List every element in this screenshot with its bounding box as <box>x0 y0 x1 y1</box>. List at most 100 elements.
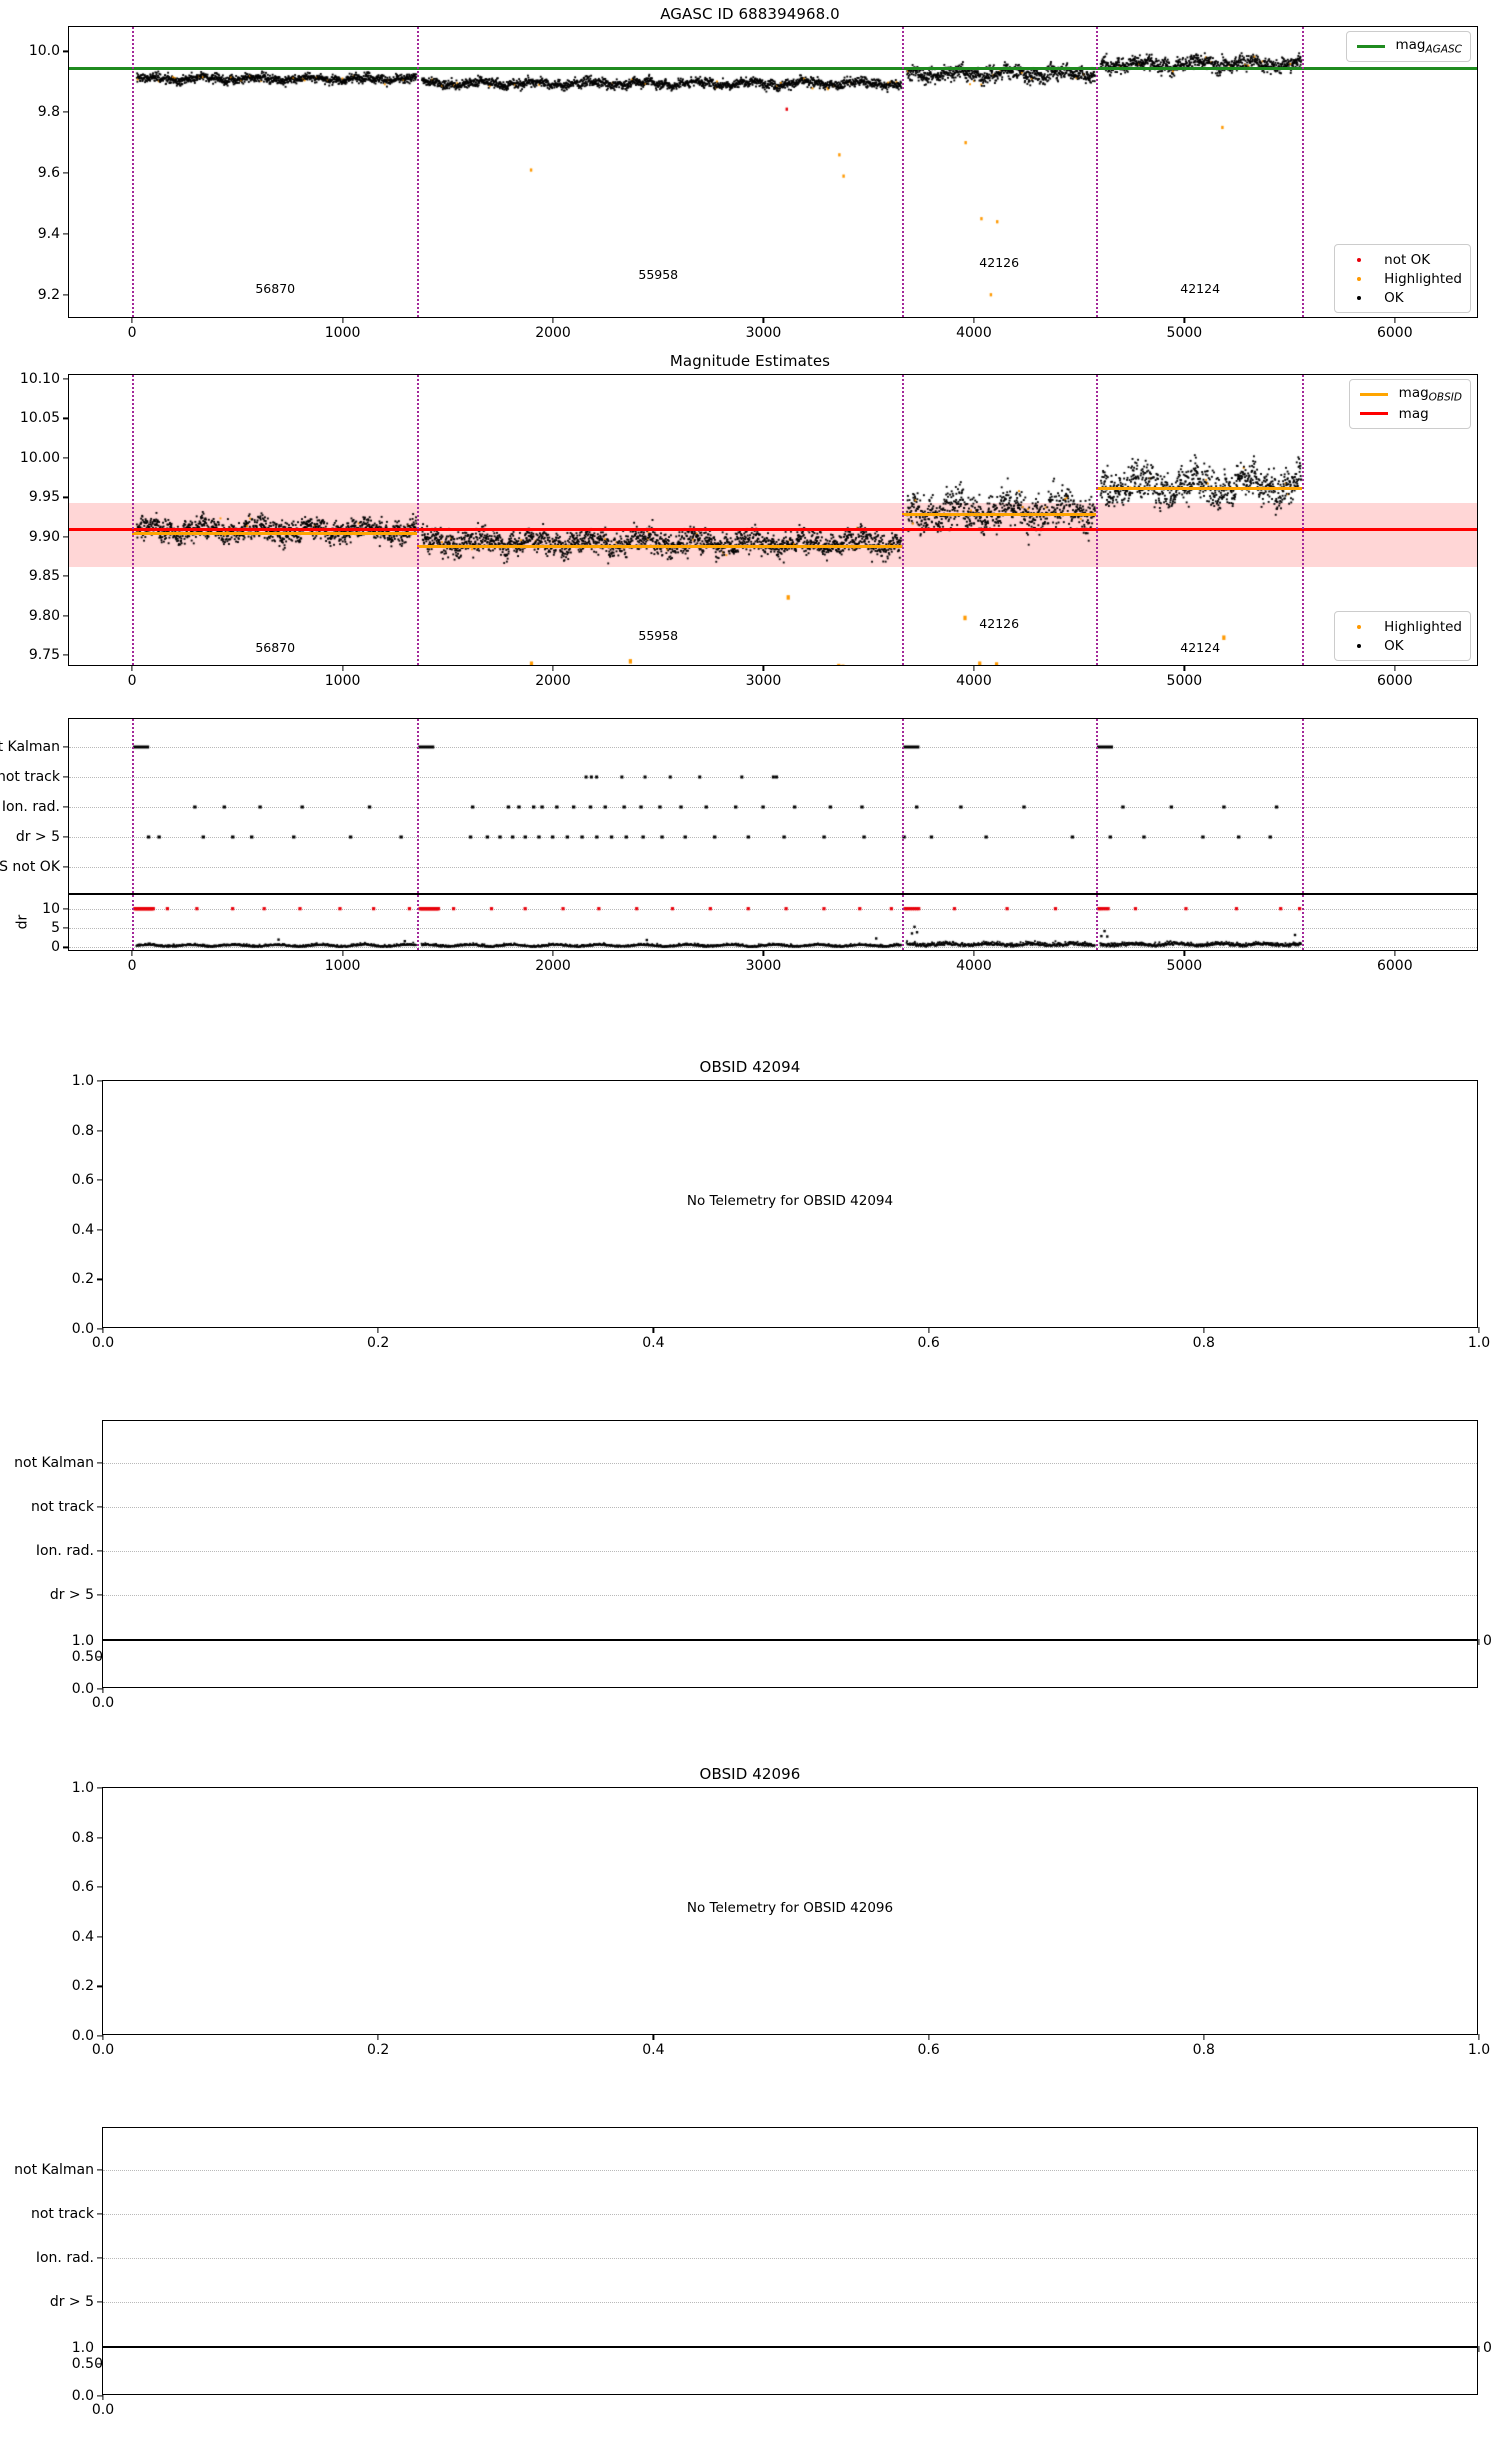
dr-axis-label: dr <box>14 914 31 930</box>
y-tick-mark <box>97 2301 103 2303</box>
y-tick-mark <box>97 1656 103 1658</box>
dr-y-tick-label: 5 <box>51 919 60 936</box>
x-tick-mark <box>341 665 344 671</box>
flag-gridline <box>103 1463 1477 1465</box>
magnitude-scatter-points <box>69 27 1477 317</box>
flag-label-not-kalman: not Kalman <box>14 1455 94 1471</box>
y-tick-label: 9.95 <box>28 489 60 506</box>
x-tick-mark <box>762 950 765 956</box>
y-tick-mark <box>63 111 69 113</box>
y-tick-mark <box>97 1328 103 1330</box>
x-tick-label: 3000 <box>745 673 782 689</box>
obsid-annotation: 42126 <box>979 615 1020 631</box>
obsid-separator-line <box>132 375 135 665</box>
obsid-separator-line <box>132 27 135 317</box>
legend-entry: OK <box>1342 288 1462 307</box>
obsid-separator-line <box>902 27 905 317</box>
obsid-separator-line <box>132 719 135 893</box>
x-tick-mark <box>341 950 344 956</box>
legend-entry: Highlighted <box>1342 269 1462 288</box>
y-tick-label: 0.6 <box>71 1879 94 1896</box>
axes-dr-empty-42096[interactable]: 0.5 0.0 0.0 <box>72 2347 1478 2418</box>
legend-dot-swatch <box>1357 643 1362 648</box>
y-tick-label: 0.2 <box>71 1978 94 1995</box>
y-tick-label: 0.6 <box>71 1172 94 1189</box>
x-tick-label: 0.4 <box>642 2042 665 2058</box>
x-tick-mark <box>102 2394 104 2400</box>
y-tick-mark <box>63 172 69 174</box>
y-tick-label: 9.75 <box>28 647 60 664</box>
flag-label-dr-5: dr > 5 <box>49 2294 94 2310</box>
obsid-separator-line <box>417 27 420 317</box>
x-tick-mark <box>341 317 344 323</box>
x-tick-mark <box>377 1327 379 1333</box>
y-tick-mark <box>97 2395 103 2397</box>
obsid-separator-line <box>1302 27 1305 317</box>
axes-dr[interactable]: 0 5 10 0 1000 2000 3000 4000 5000 6000 <box>42 894 1478 974</box>
obsid-separator-line <box>1302 375 1305 665</box>
flag-gridline <box>103 1551 1477 1553</box>
axes-flags[interactable]: not Kalman not track Ion. rad. dr > 5 OBS no… <box>0 718 1478 899</box>
axes-dr-empty-42094[interactable]: 0.5 0.0 0.0 <box>72 1640 1478 1711</box>
x-tick-label: 6000 <box>1376 325 1413 341</box>
obsid-separator-line <box>1095 375 1098 665</box>
x-tick-mark <box>652 2034 654 2040</box>
legend-key <box>1354 45 1388 48</box>
panel-obsid-42094: OBSID 42094 No Telemetry for OBSID 42094… <box>0 1058 1500 1378</box>
x-tick-mark <box>1394 665 1396 671</box>
x-tick-mark <box>1203 1327 1205 1333</box>
y-tick-mark <box>63 457 69 459</box>
y-tick-mark <box>63 496 69 498</box>
axes-obsid-42094[interactable]: No Telemetry for OBSID 42094 0.0 0.2 0.4 0.… <box>72 1073 1490 1351</box>
legend-entry-label: Highlighted <box>1384 270 1462 287</box>
y-tick-label: 0.0 <box>71 1321 94 1337</box>
y-tick-mark <box>97 1688 103 1690</box>
flag-label-not-track: not track <box>0 769 60 785</box>
x-tick-mark <box>552 665 554 671</box>
x-tick-label: 1.0 <box>1467 2042 1491 2058</box>
y-tick-mark <box>97 2035 103 2037</box>
y-tick-label: 0.5 <box>71 2356 94 2372</box>
y-tick-mark <box>97 1936 103 1938</box>
x-tick-label: 2000 <box>535 673 571 689</box>
y-tick-label: 0.8 <box>71 1122 94 1139</box>
y-tick-label: 1.0 <box>71 1073 94 1089</box>
y-tick-mark <box>63 417 69 419</box>
legend-key <box>1342 276 1376 281</box>
x-tick-mark <box>973 317 975 323</box>
y-tick-label: 10.10 <box>19 370 60 387</box>
x-tick-mark <box>762 665 765 671</box>
x-tick-mark <box>102 1687 104 1693</box>
legend-key <box>1342 624 1376 629</box>
x-tick-label: 4000 <box>956 958 992 974</box>
y-tick-mark <box>63 233 69 235</box>
y-tick-label: 9.85 <box>28 568 60 585</box>
page-title: AGASC ID 688394968.0 <box>660 5 840 23</box>
x-tick-label: 4000 <box>956 325 992 341</box>
y-tick-label: 9.2 <box>37 286 60 303</box>
legend-entry-label: not OK <box>1384 251 1431 268</box>
mag-obsid-segment <box>132 532 418 536</box>
legend-lower-right: not OK Highlighted OK <box>1334 244 1471 313</box>
y-tick-mark <box>97 2213 103 2215</box>
y-tick-mark <box>63 536 69 538</box>
y-tick-label: 9.90 <box>28 528 60 545</box>
legend-entry: not OK <box>1342 250 1462 269</box>
axes-obsid-42096[interactable]: No Telemetry for OBSID 42096 0.0 0.2 0.4 0.… <box>72 1780 1490 2058</box>
x-tick-mark <box>973 665 975 671</box>
y-tick-label: 0.0 <box>71 2388 94 2404</box>
axes-magnitude-estimates[interactable]: 56870 55958 42126 42124 0 1000 2000 3000 4000 50… <box>20 371 1478 689</box>
axes-magnitude-vs-time[interactable]: 56870 55958 42126 42124 0 1000 2000 3000 4000 50… <box>29 26 1478 341</box>
mag-obsid-segment <box>417 544 903 548</box>
x-tick-label: 5000 <box>1166 325 1203 341</box>
y-tick-label: 0.8 <box>71 1829 94 1846</box>
panel-title-obsid-42094: OBSID 42094 <box>699 1058 801 1076</box>
x-tick-label: 0 <box>127 325 137 341</box>
obsid-separator-line <box>417 895 420 950</box>
y-tick-label: 0.4 <box>71 1221 94 1238</box>
obsid-annotation: 56870 <box>255 640 296 656</box>
obsid-annotation: 42124 <box>1180 640 1221 656</box>
y-tick-mark <box>63 294 69 296</box>
